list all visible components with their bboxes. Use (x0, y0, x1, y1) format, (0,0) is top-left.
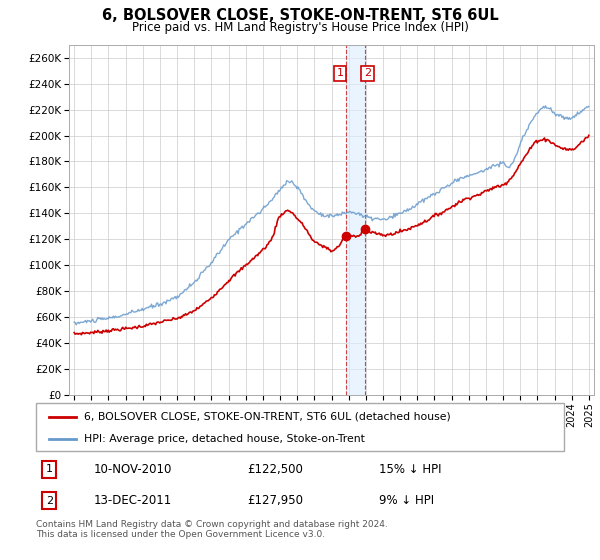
Bar (346, 45, 365, 395)
Text: HPI: Average price, detached house, Stoke-on-Trent: HPI: Average price, detached house, Stok… (83, 434, 364, 444)
Text: 1: 1 (46, 464, 53, 474)
Text: £127,950: £127,950 (247, 494, 303, 507)
Text: 15% ↓ HPI: 15% ↓ HPI (379, 463, 442, 476)
Text: 2: 2 (46, 496, 53, 506)
FancyBboxPatch shape (36, 403, 564, 451)
Text: 10-NOV-2010: 10-NOV-2010 (94, 463, 172, 476)
Text: 2: 2 (364, 68, 371, 78)
Text: 6, BOLSOVER CLOSE, STOKE-ON-TRENT, ST6 6UL: 6, BOLSOVER CLOSE, STOKE-ON-TRENT, ST6 6… (101, 8, 499, 24)
Text: Price paid vs. HM Land Registry's House Price Index (HPI): Price paid vs. HM Land Registry's House … (131, 21, 469, 34)
Text: 1: 1 (337, 68, 344, 78)
Text: £122,500: £122,500 (247, 463, 303, 476)
Text: Contains HM Land Registry data © Crown copyright and database right 2024.
This d: Contains HM Land Registry data © Crown c… (36, 520, 388, 539)
Text: 9% ↓ HPI: 9% ↓ HPI (379, 494, 434, 507)
Text: 6, BOLSOVER CLOSE, STOKE-ON-TRENT, ST6 6UL (detached house): 6, BOLSOVER CLOSE, STOKE-ON-TRENT, ST6 6… (83, 412, 450, 422)
Text: 13-DEC-2011: 13-DEC-2011 (94, 494, 172, 507)
